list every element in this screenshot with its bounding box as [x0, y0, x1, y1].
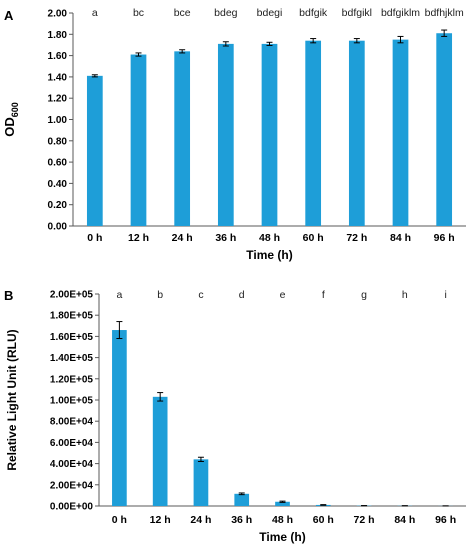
y-tick-label: 1.80E+05	[50, 311, 94, 322]
y-tick-label: 1.40E+05	[50, 353, 94, 364]
y-tick-label: 1.60	[48, 51, 68, 62]
bar	[275, 501, 290, 506]
significance-letter: c	[198, 289, 203, 301]
x-tick-label: 24 h	[190, 514, 211, 526]
y-tick-label: 1.00E+05	[50, 396, 94, 407]
significance-letter: e	[280, 289, 286, 301]
bar	[392, 39, 409, 226]
bar	[130, 54, 147, 226]
y-tick-label: 0.60	[48, 158, 68, 169]
x-tick-label: 48 h	[272, 514, 293, 526]
significance-letter: bdegi	[257, 7, 283, 19]
chart-panel-a: A 0.00 0.20 0.40 0.60 0.80 1.00 1.20 1.40 1.60 1.…	[2, 7, 466, 262]
bar	[305, 40, 322, 226]
significance-letter: bdfhjklm	[425, 7, 464, 19]
y-tick-label: 2.00	[48, 9, 68, 20]
panel-label: A	[4, 8, 14, 23]
y-tick-label: 6.00E+04	[50, 438, 94, 449]
bar	[348, 40, 365, 226]
x-tick-label: 72 h	[346, 232, 367, 244]
y-tick-label: 1.80	[48, 30, 68, 41]
x-axis-title: Time (h)	[246, 248, 292, 262]
bar	[436, 33, 453, 226]
bar	[174, 51, 191, 227]
x-tick-label: 12 h	[150, 514, 171, 526]
x-axis-title: Time (h)	[259, 530, 305, 544]
bar	[193, 459, 209, 506]
x-tick-label: 48 h	[259, 232, 280, 244]
y-tick-label: 4.00E+04	[50, 459, 94, 470]
bar	[86, 75, 103, 227]
y-tick-label: 0.20	[48, 200, 68, 211]
x-tick-label: 96 h	[435, 514, 456, 526]
bar	[217, 43, 234, 227]
y-axis-title-main: OD	[2, 117, 17, 137]
x-tick-label: 36 h	[215, 232, 236, 244]
y-tick-label: 1.20E+05	[50, 374, 94, 385]
x-tick-label: 96 h	[434, 232, 455, 244]
y-tick-label: 1.60E+05	[50, 332, 94, 343]
y-tick-label: 0.40	[48, 179, 68, 190]
significance-letter: bdfgik	[299, 7, 328, 19]
y-tick-label: 0.80	[48, 136, 68, 147]
significance-letter: bdfgikl	[342, 7, 372, 19]
significance-letter: i	[444, 289, 446, 301]
y-tick-label: 8.00E+04	[50, 417, 94, 428]
y-tick-label: 1.20	[48, 94, 68, 105]
x-tick-label: 72 h	[354, 514, 375, 526]
y-tick-label: 1.40	[48, 72, 68, 83]
significance-letter: bdeg	[214, 7, 238, 19]
x-tick-label: 0 h	[87, 232, 102, 244]
y-tick-label: 2.00E+05	[50, 290, 94, 301]
x-tick-label: 84 h	[390, 232, 411, 244]
bar	[112, 330, 127, 506]
y-axis-title: OD600	[2, 102, 20, 137]
significance-letter: d	[239, 289, 245, 301]
y-tick-label: 1.00	[48, 115, 68, 126]
significance-letter: a	[92, 7, 98, 19]
significance-letter: bce	[174, 7, 191, 19]
y-tick-label: 0.00	[48, 222, 68, 233]
significance-letter: bc	[133, 7, 144, 19]
bar	[152, 396, 168, 506]
x-tick-label: 60 h	[313, 514, 334, 526]
bar	[234, 493, 250, 506]
x-tick-label: 12 h	[128, 232, 149, 244]
y-axis-title-subscript: 600	[10, 102, 20, 117]
significance-letter: f	[322, 289, 325, 301]
y-tick-label: 0.00E+00	[50, 502, 94, 513]
significance-letter: b	[157, 289, 163, 301]
significance-letter: a	[116, 289, 122, 301]
chart-panel-b: B 0.00E+00 2.00E+04 4.00E+04 6.00E+04 8.00E+…	[4, 288, 466, 544]
x-tick-label: 60 h	[303, 232, 324, 244]
x-tick-label: 24 h	[172, 232, 193, 244]
x-tick-label: 36 h	[231, 514, 252, 526]
significance-letter: bdfgiklm	[381, 7, 420, 19]
significance-letter: g	[361, 289, 367, 301]
y-tick-label: 2.00E+04	[50, 480, 94, 491]
x-tick-label: 0 h	[112, 514, 127, 526]
significance-letter: h	[402, 289, 408, 301]
panel-label: B	[4, 288, 13, 303]
bar	[261, 43, 278, 227]
y-axis-title: Relative Light Unit (RLU)	[5, 329, 19, 470]
x-tick-label: 84 h	[394, 514, 415, 526]
